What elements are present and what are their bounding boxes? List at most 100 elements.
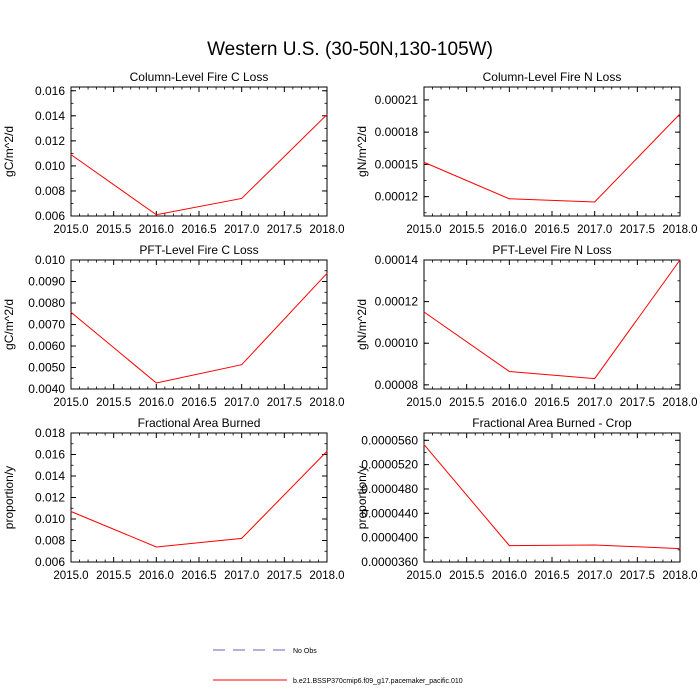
data-point xyxy=(423,444,425,446)
y-tick-label: 0.006 xyxy=(35,555,65,569)
data-point xyxy=(70,154,72,156)
x-tick-label: 2015.0 xyxy=(53,570,88,582)
x-tick-label: 2016.5 xyxy=(181,570,216,582)
data-point xyxy=(70,311,72,313)
plot-frame xyxy=(70,86,328,217)
data-point xyxy=(241,197,243,199)
plot-panel-5: Fractional Area Burned proportion/y 2015.0… xyxy=(2,416,345,582)
x-tick-label: 2015.5 xyxy=(449,224,484,236)
x-tick-label: 2016.5 xyxy=(534,224,569,236)
y-tick-label: 0.00018 xyxy=(375,125,419,139)
x-tick-label: 2017.0 xyxy=(224,570,259,582)
x-tick-label: 2017.5 xyxy=(620,224,655,236)
x-tick-label: 2018.0 xyxy=(309,224,344,236)
x-tick-label: 2016.0 xyxy=(492,397,527,409)
series-line-1 xyxy=(70,114,328,216)
y-axis-label: proportion/y xyxy=(2,466,16,529)
y-axis-label: gC/m^2/d xyxy=(2,299,16,350)
x-tick-label: 2017.5 xyxy=(620,397,655,409)
y-tick-label: 0.008 xyxy=(35,184,65,198)
x-tick-label: 2016.0 xyxy=(492,570,527,582)
plot-panel-1: Column-Level Fire C Loss gC/m^2/d 2015.0 20… xyxy=(2,70,345,236)
x-tick-label: 2018.0 xyxy=(662,570,697,582)
y-tick-label: 0.0040 xyxy=(28,382,65,396)
y-tick-label: 0.008 xyxy=(35,534,65,548)
x-tick-label: 2015.0 xyxy=(406,224,441,236)
data-point xyxy=(679,113,681,115)
y-tick-label: 0.0000520 xyxy=(361,458,418,472)
data-point xyxy=(241,537,243,539)
legend-model-label: b.e21.BSSP370cmip6.f09_g17.pacemaker_pac… xyxy=(293,678,463,685)
y-axis-label: gN/m^2/d xyxy=(355,299,369,350)
data-point xyxy=(155,546,157,548)
x-tick-label: 2016.5 xyxy=(534,570,569,582)
y-tick-label: 0.0000480 xyxy=(361,482,418,496)
x-tick-label: 2016.0 xyxy=(139,224,174,236)
legend-no-obs-label: No Obs xyxy=(293,648,317,655)
y-tick-label: 0.00010 xyxy=(375,336,419,350)
plot-frame xyxy=(423,432,681,563)
x-tick-label: 2015.5 xyxy=(96,224,131,236)
data-point xyxy=(594,544,596,546)
y-tick-label: 0.0050 xyxy=(28,361,65,375)
data-point xyxy=(423,311,425,313)
x-tick-label: 2016.0 xyxy=(139,570,174,582)
x-tick-label: 2018.0 xyxy=(662,224,697,236)
data-point xyxy=(155,382,157,384)
series-line-1 xyxy=(423,259,681,380)
x-tick-label: 2016.5 xyxy=(534,397,569,409)
y-tick-label: 0.0000360 xyxy=(361,555,418,569)
x-tick-label: 2015.5 xyxy=(449,397,484,409)
y-axis-label: gN/m^2/d xyxy=(355,126,369,177)
plot-title: PFT-Level Fire C Loss xyxy=(139,243,258,257)
x-tick-label: 2017.0 xyxy=(224,397,259,409)
plot-panel-6: Fractional Area Burned - Crop proportion/… xyxy=(355,416,698,582)
y-tick-label: 0.012 xyxy=(35,134,65,148)
y-tick-label: 0.00014 xyxy=(375,253,419,267)
data-point xyxy=(508,198,510,200)
data-point xyxy=(508,371,510,373)
plot-panel-4: PFT-Level Fire N Loss gN/m^2/d 2015.0 2015.… xyxy=(355,243,698,409)
data-point xyxy=(326,114,328,116)
y-tick-label: 0.016 xyxy=(35,448,65,462)
x-tick-label: 2015.0 xyxy=(53,224,88,236)
data-point xyxy=(679,548,681,550)
plot-title: Column-Level Fire C Loss xyxy=(130,70,269,84)
y-tick-label: 0.010 xyxy=(35,512,65,526)
y-tick-label: 0.00015 xyxy=(375,157,419,171)
x-tick-label: 2017.0 xyxy=(577,570,612,582)
x-tick-label: 2015.5 xyxy=(96,570,131,582)
y-axis-label: gC/m^2/d xyxy=(2,126,16,177)
x-tick-label: 2016.5 xyxy=(181,224,216,236)
y-tick-label: 0.00021 xyxy=(375,93,419,107)
x-tick-label: 2017.5 xyxy=(620,570,655,582)
x-tick-label: 2017.0 xyxy=(224,224,259,236)
series-line-1 xyxy=(423,113,681,203)
x-tick-label: 2017.5 xyxy=(267,224,302,236)
plot-frame xyxy=(70,259,328,390)
x-tick-label: 2015.0 xyxy=(406,397,441,409)
x-tick-label: 2016.0 xyxy=(492,224,527,236)
x-tick-label: 2018.0 xyxy=(309,570,344,582)
x-tick-label: 2018.0 xyxy=(662,397,697,409)
plot-panel-3: PFT-Level Fire C Loss gC/m^2/d 2015.0 2015.… xyxy=(2,243,345,409)
plots-group: Column-Level Fire C Loss gC/m^2/d 2015.0 20… xyxy=(2,70,698,582)
y-tick-label: 0.0070 xyxy=(28,318,65,332)
x-tick-label: 2017.5 xyxy=(267,570,302,582)
x-tick-label: 2018.0 xyxy=(309,397,344,409)
y-tick-label: 0.014 xyxy=(35,469,65,483)
y-tick-label: 0.010 xyxy=(35,159,65,173)
plot-frame xyxy=(423,86,681,217)
plot-panel-2: Column-Level Fire N Loss gN/m^2/d 2015.0 20… xyxy=(355,70,698,236)
plot-frame xyxy=(423,259,681,390)
data-point xyxy=(326,272,328,274)
plot-title: Fractional Area Burned xyxy=(138,416,261,430)
data-point xyxy=(155,214,157,216)
plot-title: Fractional Area Burned - Crop xyxy=(472,416,632,430)
plot-title: PFT-Level Fire N Loss xyxy=(492,243,611,257)
y-tick-label: 0.0000560 xyxy=(361,433,418,447)
y-axis-label: proportion/y xyxy=(355,466,369,529)
y-tick-label: 0.012 xyxy=(35,491,65,505)
y-tick-label: 0.0000400 xyxy=(361,531,418,545)
